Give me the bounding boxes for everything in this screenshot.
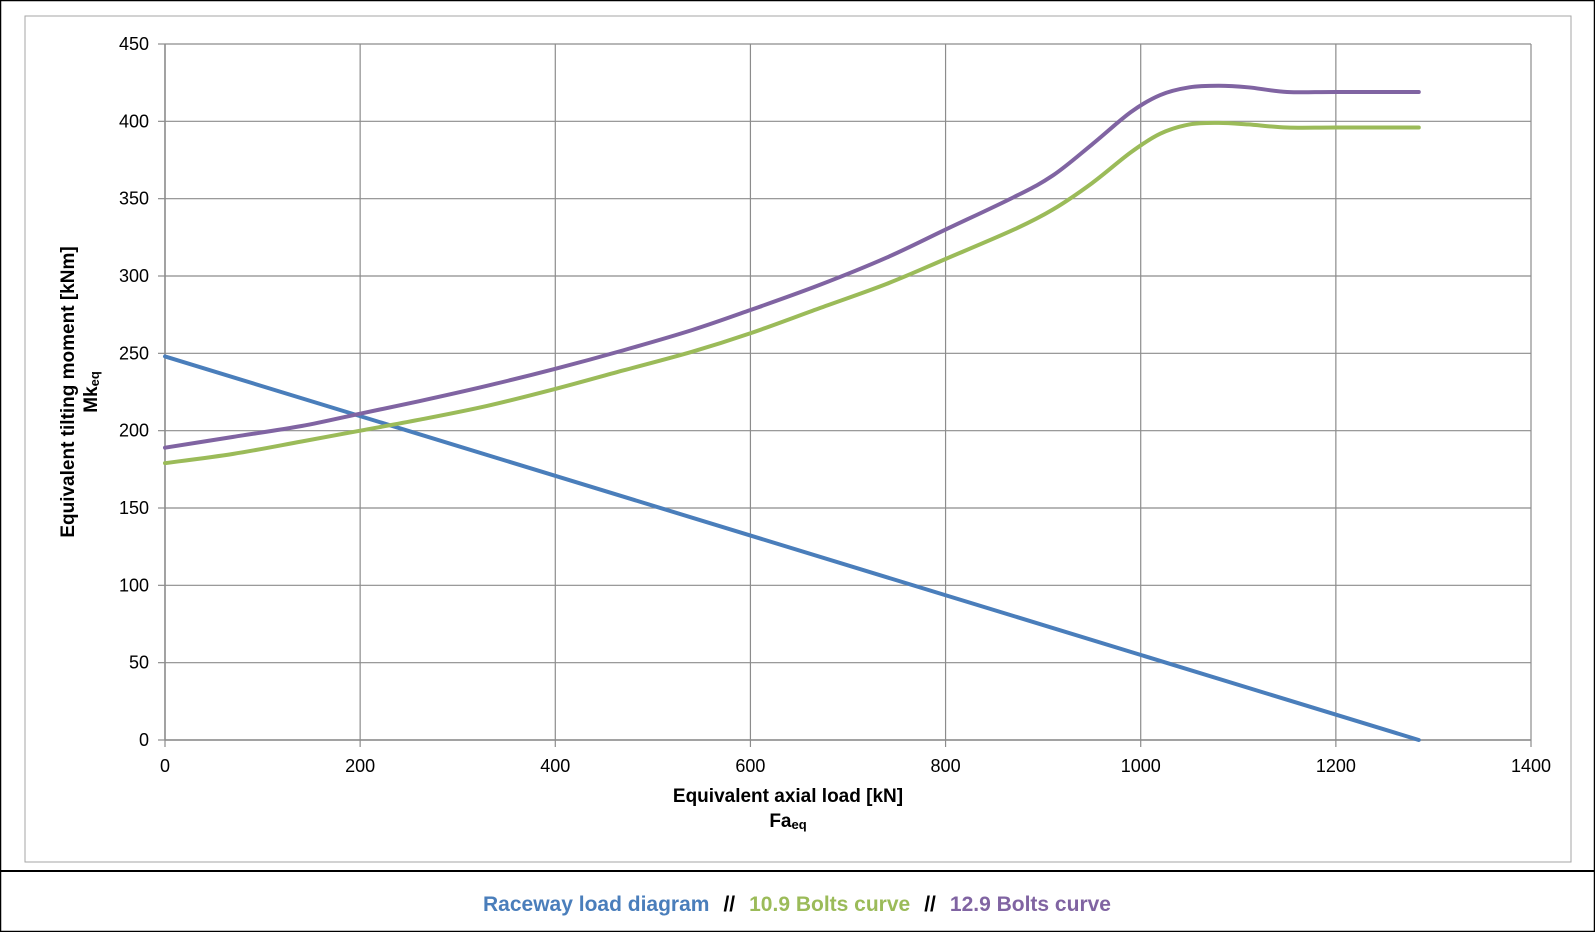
- x-axis-label: Equivalent axial load [kN]: [673, 786, 903, 807]
- x-tick-label: 200: [345, 756, 375, 776]
- x-tick-label: 1000: [1121, 756, 1161, 776]
- x-axis-ticks: 0 200 400 600 800 1000 1200 1400: [160, 756, 1551, 776]
- grid-lines: [158, 43, 1532, 747]
- series-line-raceway: [163, 354, 1421, 742]
- y-tick-label: 400: [119, 111, 149, 131]
- y-tick-label: 50: [129, 653, 149, 673]
- y-axis-symbol-main: Mk: [81, 386, 102, 413]
- y-axis-ticks: 0 50 100 150 200 250 300 350 400 450: [119, 34, 149, 750]
- y-axis-label: Equivalent tilting moment [kNm]: [58, 246, 79, 537]
- x-tick-label: 0: [160, 756, 170, 776]
- x-tick-label: 600: [735, 756, 765, 776]
- y-tick-label: 350: [119, 189, 149, 209]
- y-tick-label: 0: [139, 730, 149, 750]
- legend-item-12-9-bolts: 12.9 Bolts curve: [950, 893, 1111, 916]
- x-tick-label: 800: [931, 756, 961, 776]
- legend-separator: //: [924, 893, 936, 916]
- y-tick-label: 300: [119, 266, 149, 286]
- x-tick-label: 1400: [1511, 756, 1551, 776]
- series-line-12-9-bolts: [163, 83, 1421, 450]
- y-tick-label: 150: [119, 498, 149, 518]
- chart-area-border: [24, 15, 1572, 863]
- legend: Raceway load diagram // 10.9 Bolts curve //…: [483, 893, 1111, 916]
- y-axis-symbol: Mkeq: [81, 371, 102, 413]
- y-tick-label: 200: [119, 421, 149, 441]
- legend-separator: //: [723, 893, 735, 916]
- x-axis-symbol-subscript: eq: [792, 817, 807, 832]
- x-tick-label: 1200: [1316, 756, 1356, 776]
- y-tick-label: 100: [119, 575, 149, 595]
- series-lines: [163, 83, 1421, 742]
- x-axis-symbol-main: Fa: [769, 811, 792, 832]
- x-axis-symbol: Faeq: [769, 811, 806, 832]
- x-tick-label: 400: [540, 756, 570, 776]
- y-tick-label: 450: [119, 34, 149, 54]
- legend-item-10-9-bolts: 10.9 Bolts curve: [749, 893, 910, 916]
- series-line-10-9-bolts: [163, 120, 1421, 466]
- y-axis-symbol-subscript: eq: [87, 371, 102, 386]
- y-tick-label: 250: [119, 343, 149, 363]
- legend-item-raceway: Raceway load diagram: [483, 893, 709, 916]
